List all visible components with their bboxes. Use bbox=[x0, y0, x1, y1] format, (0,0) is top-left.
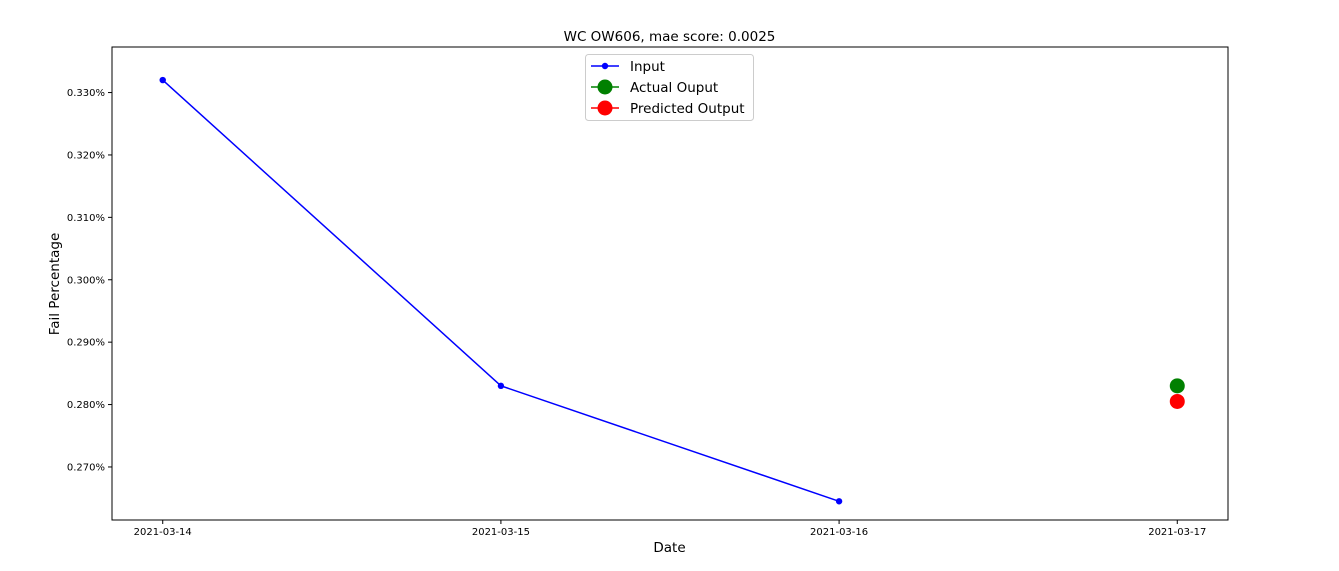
data-point-actual-ouput bbox=[1169, 378, 1185, 394]
y-tick-label: 0.310% bbox=[67, 213, 105, 224]
data-point-input bbox=[159, 76, 166, 84]
chart-title: WC OW606, mae score: 0.0025 bbox=[564, 29, 776, 45]
legend-marker-predicted-output bbox=[597, 100, 613, 116]
y-axis-label: Fail Percentage bbox=[47, 233, 63, 336]
legend: Input Actual Ouput Predicted Output bbox=[585, 54, 754, 121]
x-tick-label: 2021-03-16 bbox=[810, 527, 868, 538]
x-tick-label: 2021-03-15 bbox=[472, 527, 530, 538]
plot-frame bbox=[111, 46, 1229, 521]
series-layer bbox=[159, 76, 1185, 505]
plot-area bbox=[111, 46, 1229, 521]
y-tick-label: 0.300% bbox=[67, 275, 105, 286]
x-axis: 2021-03-14 2021-03-15 2021-03-16 2021-03-17 bbox=[134, 520, 1206, 538]
legend-label-input: Input bbox=[630, 59, 665, 75]
legend-label-actual-ouput: Actual Ouput bbox=[630, 80, 718, 96]
y-tick-label: 0.290% bbox=[67, 338, 105, 349]
legend-marker-actual-ouput bbox=[597, 79, 613, 95]
legend-marker-input bbox=[601, 62, 609, 70]
y-tick-label: 0.280% bbox=[67, 400, 105, 411]
y-axis: 0.270% 0.280% 0.290% 0.300% 0.310% 0.320% 0.33… bbox=[67, 88, 112, 473]
x-axis-label: Date bbox=[653, 540, 685, 556]
x-tick-label: 2021-03-17 bbox=[1148, 527, 1206, 538]
y-tick-label: 0.270% bbox=[67, 462, 105, 473]
data-point-input bbox=[497, 382, 505, 390]
legend-box bbox=[585, 54, 754, 121]
legend-label-predicted-output: Predicted Output bbox=[630, 101, 745, 117]
data-point-predicted-output bbox=[1169, 393, 1185, 409]
y-tick-label: 0.330% bbox=[67, 88, 105, 99]
y-tick-label: 0.320% bbox=[67, 150, 105, 161]
data-point-input bbox=[835, 498, 843, 505]
x-tick-label: 2021-03-14 bbox=[134, 527, 192, 538]
